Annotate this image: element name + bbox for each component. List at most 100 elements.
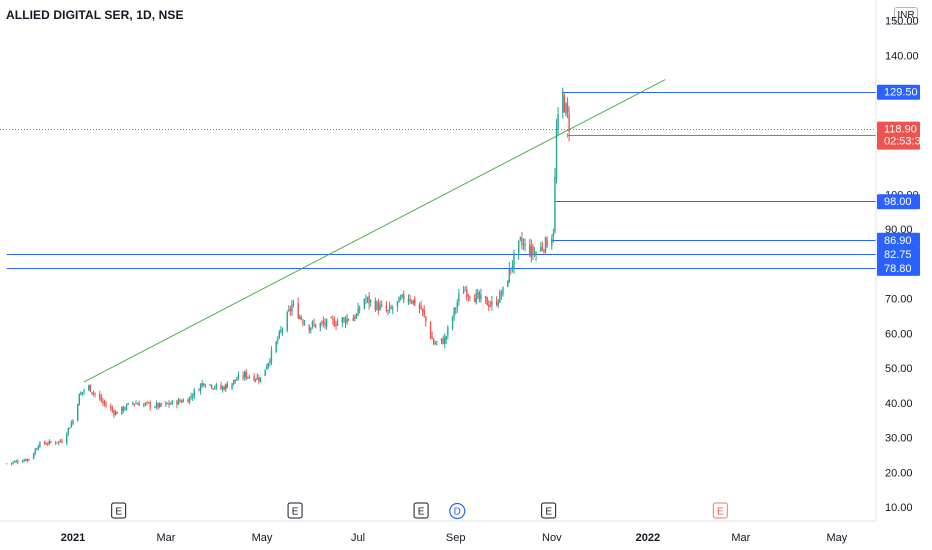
candle-body xyxy=(105,404,107,406)
candle-body xyxy=(80,392,82,395)
candle-body xyxy=(554,177,556,232)
candle-body xyxy=(532,246,534,254)
y-tick-label: 140.00 xyxy=(885,50,919,62)
candle-body xyxy=(555,128,558,179)
candle-body xyxy=(267,363,269,367)
candle-body xyxy=(146,402,148,403)
candle-body xyxy=(445,336,447,340)
candle-body xyxy=(168,402,170,405)
y-tick-label: 30.00 xyxy=(885,433,913,445)
event-label: D xyxy=(454,507,461,518)
candle-body xyxy=(462,292,465,294)
candles xyxy=(6,87,570,466)
candle-body xyxy=(6,463,8,465)
candle-body xyxy=(171,400,173,405)
candle-body xyxy=(201,382,203,386)
candle-body xyxy=(543,250,545,252)
candle-body xyxy=(473,298,476,302)
candle-body xyxy=(541,247,544,250)
candle-body xyxy=(215,384,218,388)
candle-body xyxy=(385,305,388,311)
candle-body xyxy=(368,295,370,304)
candle-body xyxy=(209,384,211,386)
dividend-marker xyxy=(449,502,466,520)
candle-body xyxy=(47,443,49,445)
candle-body xyxy=(280,330,282,332)
candle-body xyxy=(363,299,366,309)
earnings-marker xyxy=(287,502,303,519)
candle-body xyxy=(451,316,454,329)
candle-body xyxy=(484,296,487,299)
candle-body xyxy=(83,389,85,392)
trendline-layer xyxy=(83,79,666,383)
time-axis[interactable]: 2021 Mar May Jul Sep Nov 2022 Mar May xyxy=(0,520,876,544)
candle-body xyxy=(78,393,80,406)
candle-body xyxy=(529,244,531,256)
candle-body xyxy=(275,341,277,352)
candle-body xyxy=(313,323,315,325)
candle-body xyxy=(12,461,14,463)
candle-body xyxy=(566,102,569,113)
candle-body xyxy=(89,384,92,392)
candle-body xyxy=(88,385,90,390)
candle-body xyxy=(158,403,161,408)
candle-body xyxy=(444,338,446,344)
candle-body xyxy=(292,303,295,305)
candle-body xyxy=(231,383,233,389)
candle-body xyxy=(354,316,356,320)
candle-body xyxy=(54,442,57,444)
candle-body xyxy=(469,296,471,299)
candle-body xyxy=(486,297,488,306)
candle-body xyxy=(234,379,236,381)
candle-body xyxy=(91,392,93,393)
candle-body xyxy=(121,406,123,414)
candle-body xyxy=(132,402,134,404)
candle-body xyxy=(220,384,222,390)
candle-body xyxy=(374,300,377,311)
candle-body xyxy=(114,412,117,416)
candle-body xyxy=(256,376,258,380)
candle-body xyxy=(332,319,334,321)
candle-body xyxy=(530,246,533,257)
candle-body xyxy=(366,297,369,299)
candle-body xyxy=(333,320,336,327)
candle-body xyxy=(10,462,13,464)
candle-body xyxy=(99,393,101,399)
candle-body xyxy=(398,297,400,303)
candle-body xyxy=(92,392,95,394)
event-label: E xyxy=(545,507,552,518)
candle-body xyxy=(330,317,332,319)
candle-body xyxy=(277,339,279,341)
candle-body xyxy=(258,377,260,381)
currency-badge[interactable]: INR xyxy=(894,7,918,25)
candle-body xyxy=(508,268,510,283)
candle-body xyxy=(81,391,84,394)
candle-body xyxy=(440,338,443,342)
y-tick-label: 20.00 xyxy=(885,467,913,479)
earnings-marker xyxy=(541,502,557,519)
candle-body xyxy=(322,321,325,324)
candle-body xyxy=(94,392,96,394)
candle-body xyxy=(259,377,262,382)
candle-body xyxy=(557,114,559,130)
level-badge xyxy=(877,232,920,248)
candle-body xyxy=(488,304,490,307)
x-tick-label: May xyxy=(826,532,847,544)
candle-body xyxy=(176,401,178,405)
candle-body xyxy=(111,408,114,411)
earnings-marker xyxy=(413,502,429,519)
level-badge-label: 98.00 xyxy=(884,196,912,208)
level-badge xyxy=(877,84,920,100)
candle-body xyxy=(432,339,435,345)
candle-body xyxy=(37,446,40,449)
candle-body xyxy=(61,440,63,443)
candle-body xyxy=(477,293,479,295)
candle-body xyxy=(182,399,184,403)
level-badge-label: 129.50 xyxy=(884,87,918,99)
candle-body xyxy=(187,399,189,403)
candle-body xyxy=(421,308,424,312)
candle-body xyxy=(58,441,60,443)
candle-body xyxy=(510,269,512,271)
